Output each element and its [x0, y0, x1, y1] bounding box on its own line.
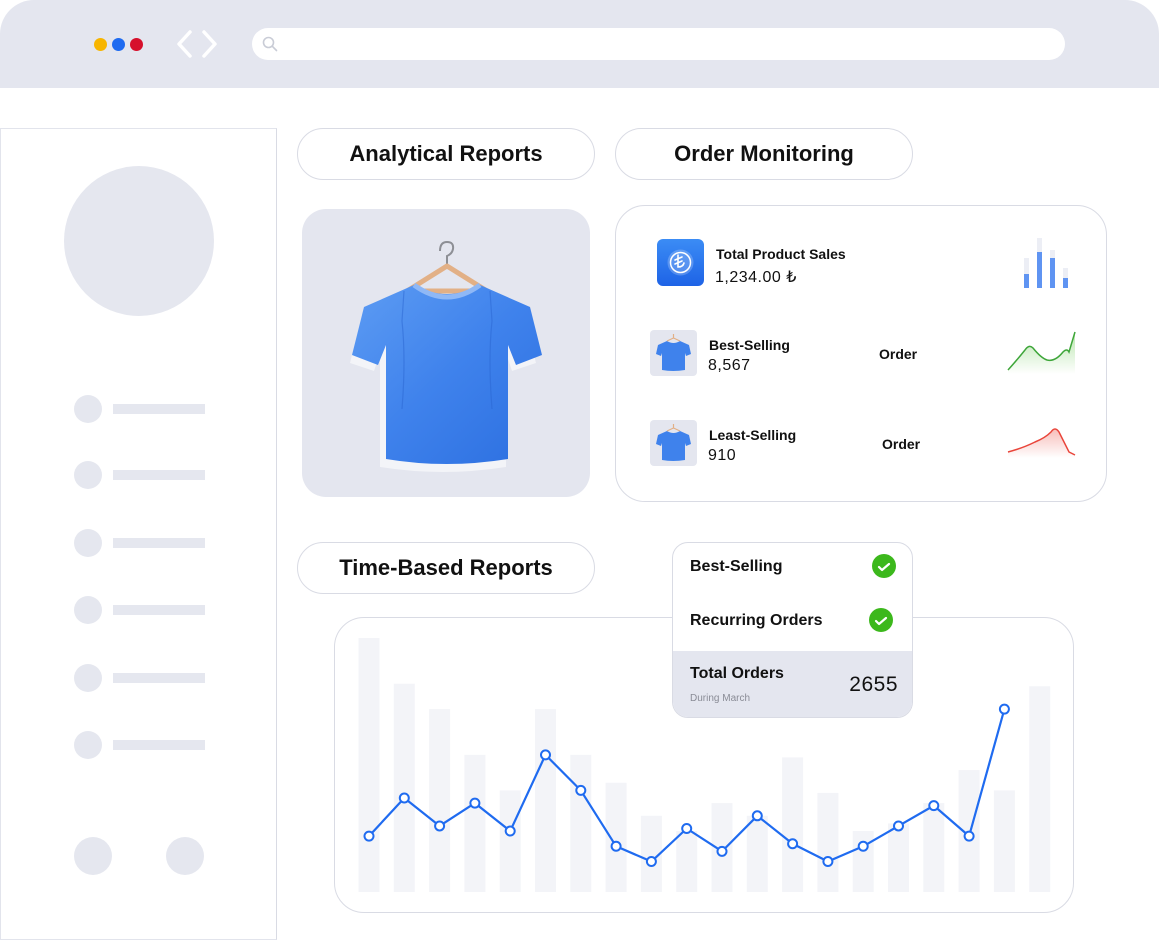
currency-icon — [657, 239, 704, 286]
chart-bar — [570, 754, 592, 892]
tshirt-icon — [350, 240, 542, 472]
best-selling-title: Best-Selling — [709, 337, 790, 353]
time-based-chart-card — [334, 617, 1074, 913]
sidebar-item[interactable] — [74, 529, 205, 557]
sidebar-item[interactable] — [74, 596, 205, 624]
chart-bar — [1029, 686, 1051, 892]
chart-point[interactable] — [575, 784, 587, 796]
chart-bar — [852, 831, 874, 892]
least-selling-title: Least-Selling — [709, 427, 797, 443]
sidebar-item[interactable] — [74, 395, 205, 423]
window-dot-red[interactable] — [130, 38, 143, 51]
chart-bar — [782, 757, 804, 892]
trend-up-sparkline-icon — [1007, 331, 1076, 374]
order-monitoring-card: Total Product Sales 1,234.00 ₺ Best-Sell… — [615, 205, 1107, 502]
sidebar-item[interactable] — [74, 664, 205, 692]
least-selling-value: 910 — [708, 447, 737, 464]
least-selling-thumbnail — [650, 420, 697, 466]
total-orders-panel: Total Orders During March 2655 — [673, 651, 912, 717]
sidebar-item-bullet — [74, 395, 102, 423]
chart-point[interactable] — [610, 840, 622, 852]
address-bar[interactable] — [252, 28, 1065, 60]
chart-point[interactable] — [434, 820, 446, 832]
sidebar-item-placeholder — [113, 673, 205, 683]
tab-time-based-reports[interactable]: Time-Based Reports — [297, 542, 595, 594]
window-dot-yellow[interactable] — [94, 38, 107, 51]
chart-point[interactable] — [822, 856, 834, 868]
chart-bar — [605, 782, 627, 892]
search-icon — [262, 36, 278, 52]
chart-bar — [358, 638, 380, 892]
chart-point[interactable] — [928, 800, 940, 812]
best-selling-value: 8,567 — [708, 357, 751, 374]
chart-bar — [923, 803, 945, 892]
chart-point[interactable] — [540, 749, 551, 761]
chart-point[interactable] — [751, 810, 763, 822]
chart-bar — [993, 790, 1015, 892]
sidebar-item-placeholder — [113, 404, 205, 414]
chart-point[interactable] — [787, 838, 799, 850]
trend-down-sparkline-icon — [1007, 428, 1076, 458]
chart-point[interactable] — [469, 797, 481, 809]
popup-recurring-orders-label: Recurring Orders — [690, 612, 823, 629]
best-selling-thumbnail — [650, 330, 697, 376]
tshirt-icon — [656, 424, 691, 461]
sidebar-item-bullet — [74, 731, 102, 759]
product-image-card[interactable] — [302, 209, 590, 497]
chart-bar — [464, 754, 486, 892]
chart-point[interactable] — [716, 845, 728, 857]
chart-point[interactable] — [998, 703, 1010, 715]
sidebar-item-bullet — [74, 664, 102, 692]
total-orders-value: 2655 — [849, 673, 898, 696]
tab-analytical-reports[interactable]: Analytical Reports — [297, 128, 595, 180]
tshirt-icon — [656, 334, 691, 371]
sidebar — [0, 128, 277, 940]
chart-bar — [640, 815, 662, 892]
code-arrows-icon[interactable] — [176, 28, 218, 60]
sidebar-item-placeholder — [113, 470, 205, 480]
check-icon[interactable] — [872, 554, 896, 578]
sidebar-item-placeholder — [113, 605, 205, 615]
sidebar-footer-button[interactable] — [166, 837, 204, 875]
orders-popup: Best-Selling Recurring Orders Total Orde… — [672, 542, 913, 718]
chart-point[interactable] — [504, 825, 516, 837]
chart-point[interactable] — [681, 823, 693, 834]
mini-bar-chart-icon — [1024, 238, 1068, 288]
chart-bar — [429, 709, 451, 892]
time-based-chart — [358, 638, 1051, 892]
total-orders-label: Total Orders — [690, 665, 784, 682]
total-orders-period: During March — [690, 693, 751, 704]
best-selling-order-label: Order — [879, 346, 918, 362]
sidebar-item-placeholder — [113, 538, 205, 548]
chart-bar — [888, 823, 909, 892]
sidebar-item[interactable] — [74, 731, 205, 759]
window-dot-blue[interactable] — [112, 38, 125, 51]
least-selling-order-label: Order — [882, 436, 921, 452]
popup-best-selling-label: Best-Selling — [690, 558, 783, 575]
chart-point[interactable] — [893, 820, 904, 832]
sidebar-item-bullet — [74, 461, 102, 489]
total-sales-title: Total Product Sales — [716, 246, 846, 262]
sidebar-item-placeholder — [113, 740, 205, 750]
sidebar-item-bullet — [74, 596, 102, 624]
chart-point[interactable] — [857, 840, 869, 852]
chart-bar — [817, 792, 839, 892]
chart-point[interactable] — [963, 830, 975, 842]
total-sales-value: 1,234.00 ₺ — [715, 269, 797, 286]
chart-bar — [676, 831, 698, 892]
browser-toolbar — [0, 0, 1159, 88]
chart-bar — [746, 815, 768, 892]
chart-bar — [535, 709, 556, 892]
avatar[interactable] — [64, 166, 214, 316]
chart-point[interactable] — [363, 830, 375, 842]
sidebar-item[interactable] — [74, 461, 205, 489]
chart-bar — [499, 790, 521, 892]
check-icon[interactable] — [869, 608, 893, 632]
chart-point[interactable] — [398, 792, 410, 804]
chart-bar — [393, 683, 415, 892]
sidebar-item-bullet — [74, 529, 102, 557]
chart-point[interactable] — [645, 856, 657, 868]
tab-order-monitoring[interactable]: Order Monitoring — [615, 128, 913, 180]
sidebar-footer-button[interactable] — [74, 837, 112, 875]
